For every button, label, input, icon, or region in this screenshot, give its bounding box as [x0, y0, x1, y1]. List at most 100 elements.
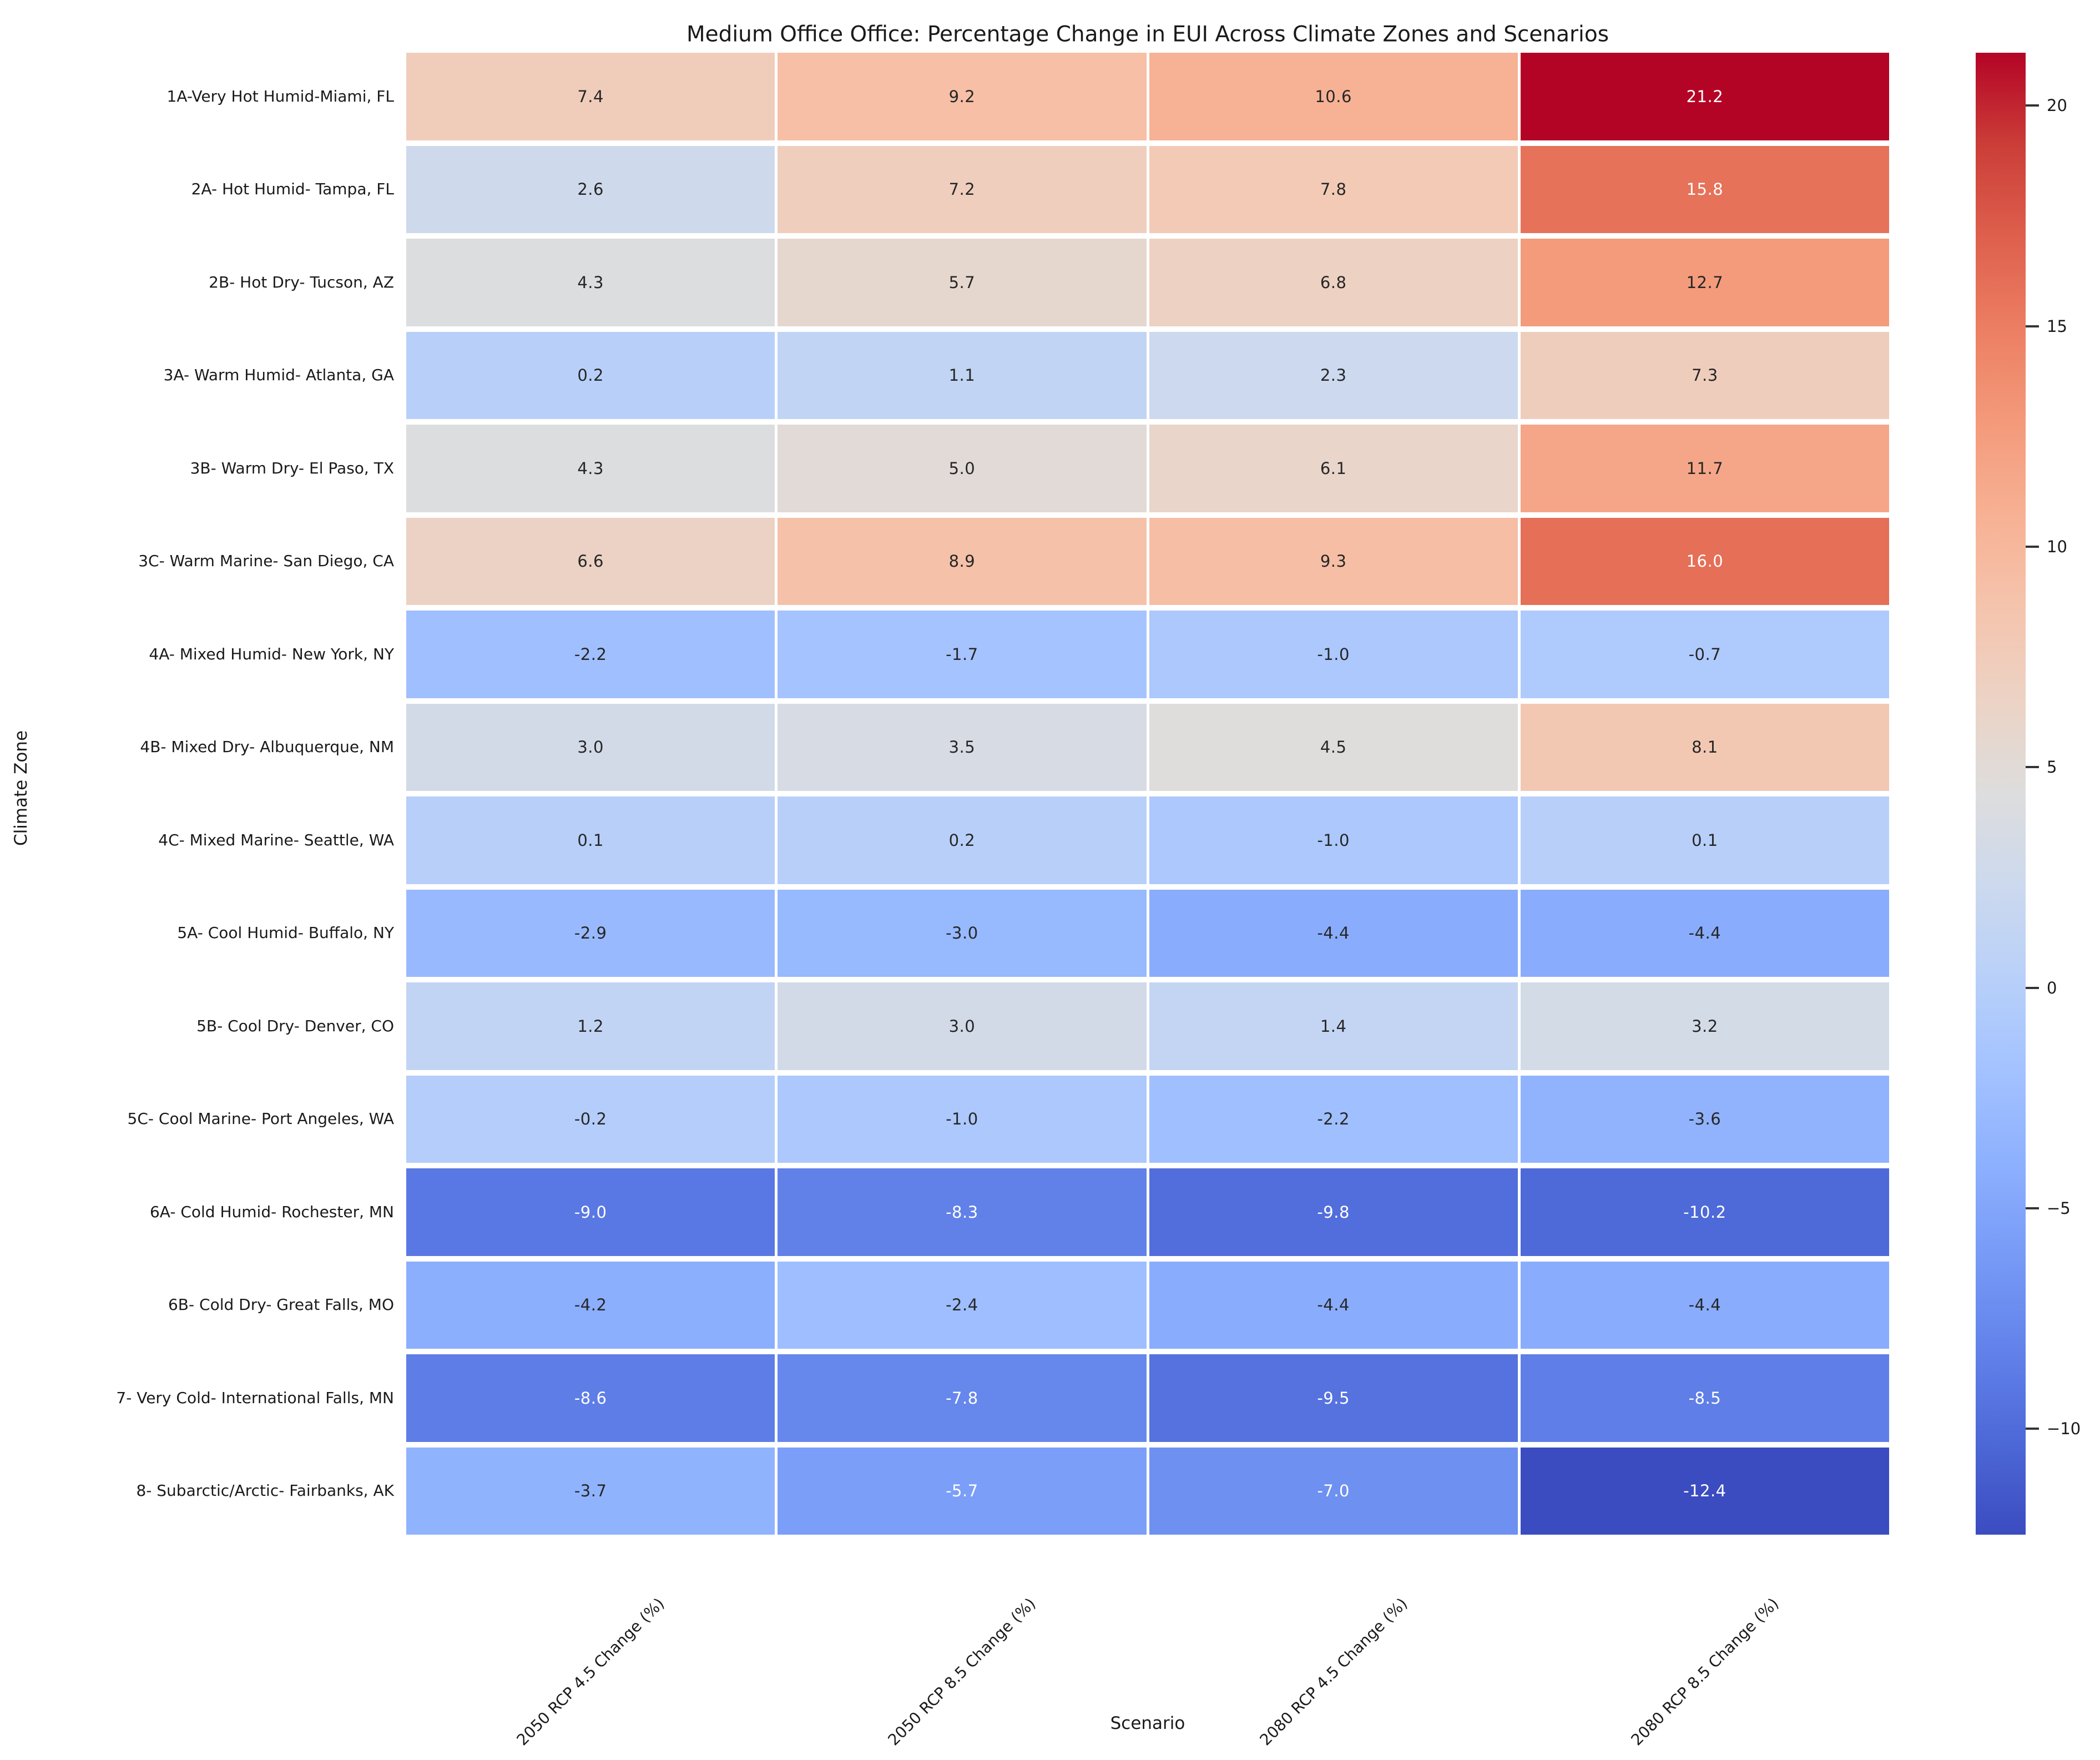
- colorbar-tick-label: 15: [2047, 316, 2067, 336]
- heatmap-cell: -3.0: [778, 889, 1147, 977]
- heatmap-cell: 7.4: [406, 53, 775, 140]
- colorbar-gradient: [1976, 53, 2026, 1535]
- heatmap-cell: 2.6: [406, 145, 775, 233]
- row-label: 4A- Mixed Humid- New York, NY: [149, 644, 394, 663]
- heatmap-cell: 0.1: [406, 796, 775, 884]
- col-label: 2050 RCP 4.5 Change (%): [513, 1594, 668, 1749]
- heatmap-cell: -8.3: [778, 1168, 1147, 1256]
- cell-value: -2.2: [1317, 1110, 1350, 1129]
- heatmap-cell: -2.2: [406, 611, 775, 698]
- heatmap-cell: 8.1: [1520, 703, 1889, 791]
- heatmap-cell: -1.0: [1149, 611, 1518, 698]
- cell-value: -4.4: [1317, 924, 1350, 943]
- heatmap-cell: 9.2: [778, 53, 1147, 140]
- cell-value: -4.4: [1688, 1295, 1722, 1315]
- cell-value: 0.2: [948, 830, 976, 850]
- heatmap-cell: 6.1: [1149, 425, 1518, 512]
- cell-value: -10.2: [1683, 1202, 1727, 1222]
- cell-value: -1.0: [1317, 644, 1350, 664]
- heatmap-cell: 7.3: [1520, 331, 1889, 419]
- heatmap-cell: -4.4: [1149, 1261, 1518, 1349]
- heatmap-cell: 6.8: [1149, 239, 1518, 326]
- cell-value: -4.2: [574, 1295, 607, 1315]
- heatmap-cell: -3.6: [1520, 1075, 1889, 1163]
- heatmap-cell: -8.5: [1520, 1354, 1889, 1442]
- cell-value: 11.7: [1686, 458, 1724, 478]
- cell-value: -3.0: [946, 924, 978, 943]
- heatmap-cell: -2.9: [406, 889, 775, 977]
- cell-value: 0.1: [577, 830, 604, 850]
- heatmap-cell: -5.7: [778, 1447, 1147, 1535]
- heatmap-cell: -7.8: [778, 1354, 1147, 1442]
- colorbar-tick-label: 10: [2047, 537, 2067, 556]
- colorbar-tick-mark: [2026, 546, 2039, 548]
- row-label: 2B- Hot Dry- Tucson, AZ: [209, 273, 394, 291]
- colorbar-tick-label: −5: [2047, 1198, 2071, 1218]
- cell-value: 4.3: [577, 458, 604, 478]
- row-label: 5A- Cool Humid- Buffalo, NY: [177, 924, 394, 942]
- colorbar-tick-mark: [2026, 325, 2039, 327]
- heatmap-cell: 0.2: [778, 796, 1147, 884]
- heatmap-cell: 3.2: [1520, 982, 1889, 1070]
- cell-value: -2.4: [946, 1295, 978, 1315]
- cell-value: -3.7: [574, 1481, 607, 1501]
- heatmap-cell: 2.3: [1149, 331, 1518, 419]
- heatmap-cell: 0.2: [406, 331, 775, 419]
- cell-value: 4.3: [577, 273, 604, 292]
- heatmap-cell: -4.4: [1149, 889, 1518, 977]
- colorbar-tick-label: 5: [2047, 758, 2057, 777]
- cell-value: -7.0: [1317, 1481, 1350, 1501]
- heatmap-cell: -0.2: [406, 1075, 775, 1163]
- cell-value: 6.8: [1320, 273, 1347, 292]
- heatmap-cell: -7.0: [1149, 1447, 1518, 1535]
- row-label: 3A- Warm Humid- Atlanta, GA: [163, 366, 394, 385]
- row-label: 7- Very Cold- International Falls, MN: [116, 1388, 394, 1407]
- heatmap-cell: 9.3: [1149, 517, 1518, 605]
- cell-value: -8.6: [574, 1388, 607, 1408]
- cell-value: 1.2: [577, 1016, 604, 1036]
- colorbar-tick-mark: [2026, 986, 2039, 989]
- cell-value: 21.2: [1686, 87, 1724, 106]
- cell-value: -3.6: [1688, 1110, 1722, 1129]
- cell-value: 3.0: [577, 738, 604, 757]
- col-label: 2050 RCP 8.5 Change (%): [884, 1594, 1039, 1749]
- heatmap-cell: 3.0: [406, 703, 775, 791]
- col-label: 2080 RCP 4.5 Change (%): [1256, 1594, 1411, 1749]
- cell-value: -4.4: [1317, 1295, 1350, 1315]
- cell-value: -9.5: [1317, 1388, 1350, 1408]
- colorbar-tick-mark: [2026, 766, 2039, 769]
- row-label: 5C- Cool Marine- Port Angeles, WA: [127, 1110, 394, 1128]
- heatmap-cell: -9.5: [1149, 1354, 1518, 1442]
- x-axis-label: Scenario: [1110, 1713, 1185, 1733]
- heatmap-cell: 4.3: [406, 239, 775, 326]
- cell-value: -8.3: [946, 1202, 978, 1222]
- heatmap-cell: -4.4: [1520, 889, 1889, 977]
- heatmap-cell: -3.7: [406, 1447, 775, 1535]
- heatmap-cell: 0.1: [1520, 796, 1889, 884]
- cell-value: -4.4: [1688, 924, 1722, 943]
- cell-value: -9.8: [1317, 1202, 1350, 1222]
- colorbar-tick-label: −10: [2047, 1419, 2081, 1439]
- colorbar-tick-mark: [2026, 104, 2039, 107]
- cell-value: 3.2: [1692, 1016, 1718, 1036]
- cell-value: -7.8: [946, 1388, 978, 1408]
- cell-value: 12.7: [1686, 273, 1724, 292]
- cell-value: -1.0: [1317, 830, 1350, 850]
- cell-value: -12.4: [1683, 1481, 1727, 1501]
- cell-value: -1.0: [946, 1110, 978, 1129]
- chart-title: Medium Office Office: Percentage Change …: [686, 22, 1609, 47]
- cell-value: 9.2: [948, 87, 976, 106]
- row-label: 8- Subarctic/Arctic- Fairbanks, AK: [136, 1481, 394, 1500]
- heatmap-cell: 7.2: [778, 145, 1147, 233]
- cell-value: 15.8: [1686, 180, 1724, 199]
- heatmap-cell: 11.7: [1520, 425, 1889, 512]
- heatmap-cell: -2.4: [778, 1261, 1147, 1349]
- heatmap-cell: -2.2: [1149, 1075, 1518, 1163]
- cell-value: 0.1: [1692, 830, 1718, 850]
- heatmap-cell: 15.8: [1520, 145, 1889, 233]
- cell-value: -5.7: [946, 1481, 978, 1501]
- heatmap-cell: 1.2: [406, 982, 775, 1070]
- cell-value: 16.0: [1686, 552, 1724, 571]
- heatmap-cell: 4.3: [406, 425, 775, 512]
- cell-value: -1.7: [946, 644, 978, 664]
